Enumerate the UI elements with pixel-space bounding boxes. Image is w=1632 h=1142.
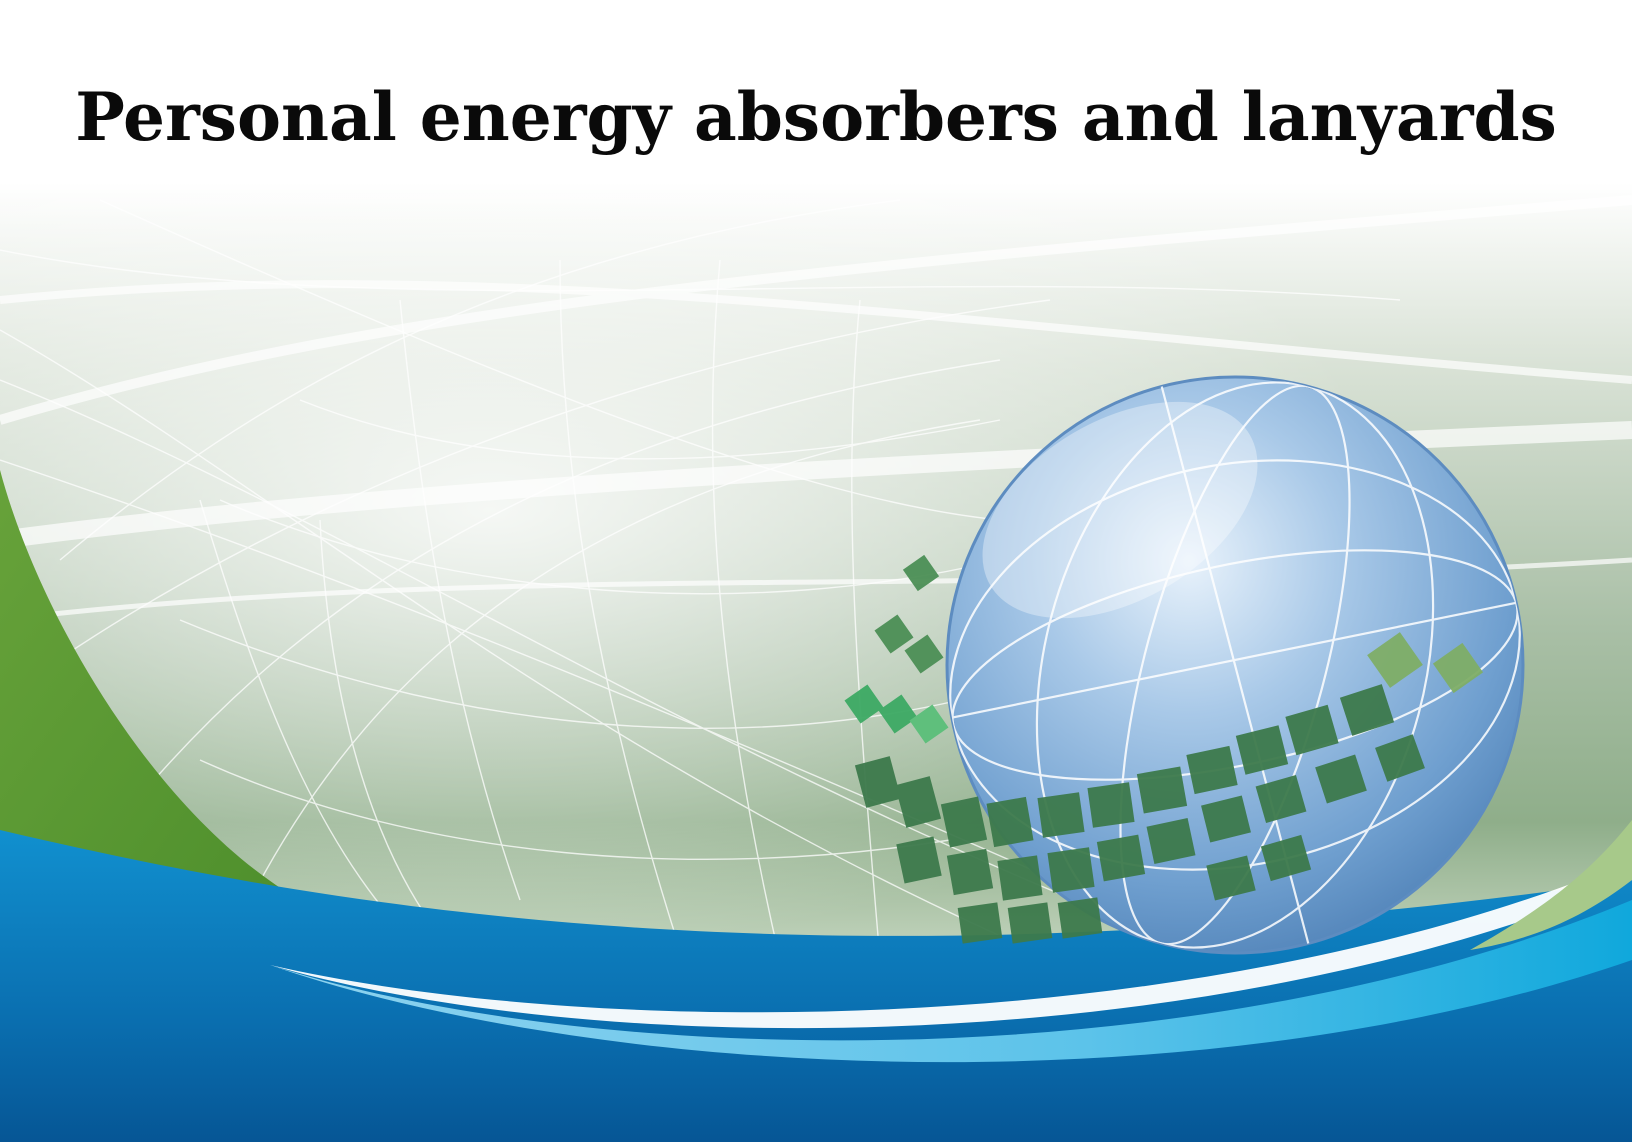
green-swoosh bbox=[0, 470, 300, 900]
mosaic-tiles-icon bbox=[844, 554, 1484, 944]
blue-wave-band bbox=[0, 830, 1632, 1142]
page-title: Personal energy absorbers and lanyards bbox=[75, 78, 1557, 156]
cyan-ribbon bbox=[270, 900, 1632, 1063]
